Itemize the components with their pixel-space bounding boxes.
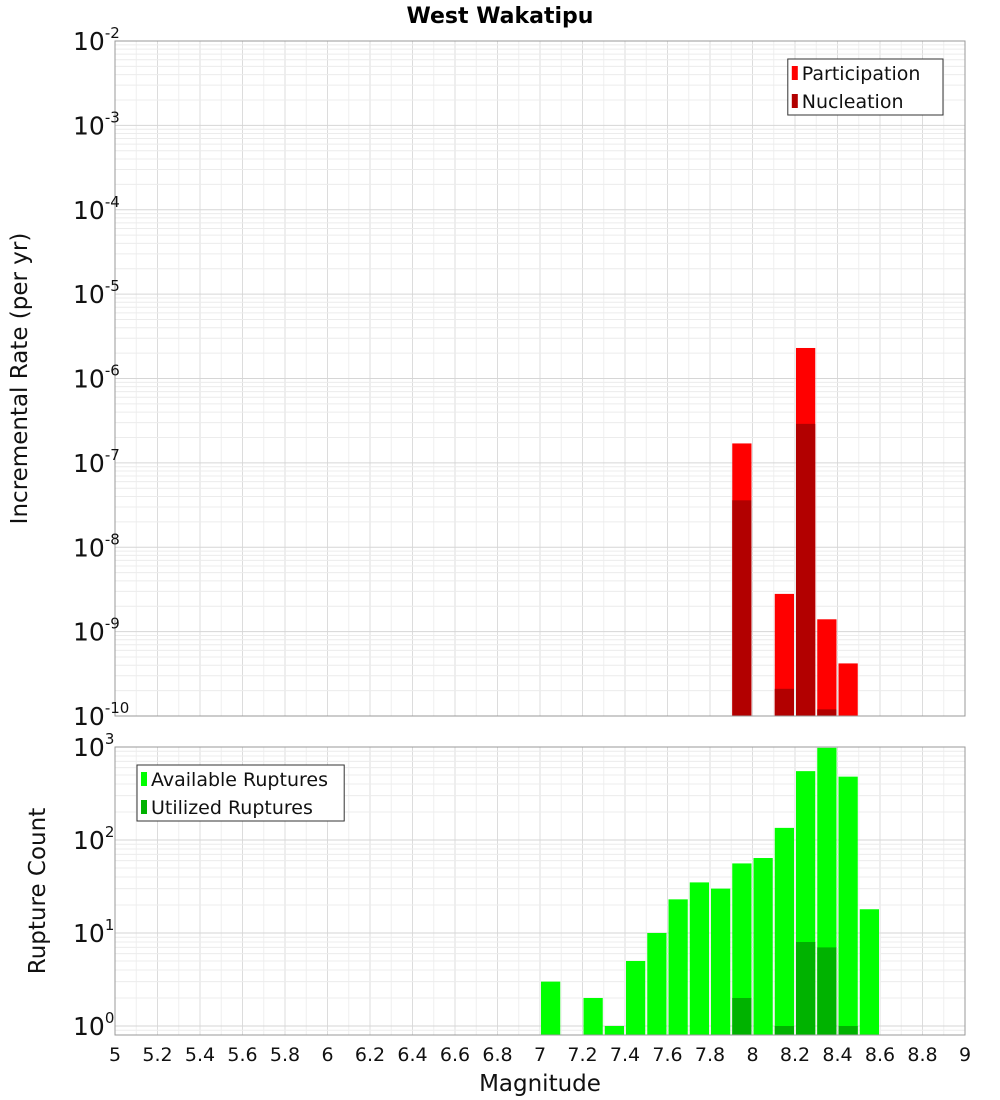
available-ruptures-bar — [711, 888, 731, 1035]
count-plot-panel: 100 101 102 103 5 5.2 5.4 5.6 5.8 6 6.2 6.4 6.6 6.8 7… — [25, 730, 971, 1097]
participation-legend-label: Participation — [802, 63, 921, 85]
utilized-ruptures-legend-label: Utilized Ruptures — [151, 797, 313, 819]
available-ruptures-bar — [838, 776, 858, 1035]
available-ruptures-bar — [859, 909, 879, 1035]
y-tick-label: 10-8 — [73, 530, 120, 562]
nucleation-bar — [732, 500, 752, 716]
x-tick-label: 6.8 — [482, 1044, 512, 1066]
available-ruptures-bar — [732, 863, 752, 1035]
y-tick-label: 10-4 — [73, 193, 120, 225]
x-tick-label: 6.6 — [440, 1044, 470, 1066]
y-tick-label: 10-7 — [73, 446, 120, 478]
utilized-ruptures-bar — [796, 942, 816, 1035]
x-tick-label: 8.4 — [822, 1044, 852, 1066]
x-axis-title: Magnitude — [479, 1071, 601, 1097]
available-ruptures-bar — [774, 827, 794, 1035]
available-ruptures-bar — [604, 1025, 624, 1035]
y-tick-label: 103 — [73, 730, 114, 762]
y-tick-label: 101 — [73, 916, 114, 948]
y-tick-label: 10-9 — [73, 615, 120, 647]
count-legend: Available Ruptures Utilized Ruptures — [136, 764, 345, 822]
x-tick-label: 8.8 — [907, 1044, 937, 1066]
utilized-ruptures-bar — [838, 1025, 858, 1035]
x-tick-label: 5.8 — [270, 1044, 300, 1066]
available-ruptures-bar — [647, 932, 667, 1035]
available-ruptures-legend-swatch — [141, 772, 147, 786]
nucleation-legend-swatch — [791, 94, 798, 108]
rate-plot-frame — [114, 40, 966, 717]
x-tick-label: 5 — [109, 1044, 121, 1066]
x-tick-label: 5.6 — [227, 1044, 257, 1066]
rate-plot-panel: 10-10 10-9 10-8 10-7 10-6 10-5 10-4 10-3 10-2 In… — [7, 24, 966, 731]
available-ruptures-legend-label: Available Ruptures — [151, 769, 328, 791]
x-tick-label: 8.2 — [780, 1044, 810, 1066]
x-tick-label: 7.2 — [567, 1044, 597, 1066]
count-y-axis-title: Rupture Count — [25, 808, 51, 974]
x-tick-label: 5.4 — [185, 1044, 215, 1066]
x-tick-label: 6.2 — [355, 1044, 385, 1066]
rate-plot-grid — [114, 40, 966, 717]
utilized-ruptures-bar — [732, 997, 752, 1035]
x-tick-label: 9 — [959, 1044, 971, 1066]
x-tick-label: 8 — [746, 1044, 758, 1066]
chart-title: West Wakatipu — [407, 4, 594, 29]
rate-plot-bars — [732, 347, 858, 716]
x-tick-label: 5.2 — [142, 1044, 172, 1066]
nucleation-bar — [817, 709, 837, 716]
nucleation-legend-label: Nucleation — [802, 91, 904, 113]
y-tick-label: 10-10 — [73, 699, 129, 731]
x-tick-label: 6 — [321, 1044, 333, 1066]
nucleation-bar — [796, 423, 816, 716]
count-y-ticks: 100 101 102 103 — [73, 730, 114, 1041]
available-ruptures-bar — [626, 960, 646, 1035]
nucleation-bar — [774, 688, 794, 716]
available-ruptures-bar — [753, 858, 773, 1035]
y-tick-label: 10-3 — [73, 108, 120, 140]
x-tick-label: 7 — [534, 1044, 546, 1066]
rate-legend: Participation Nucleation — [787, 58, 944, 116]
x-tick-label: 7.6 — [652, 1044, 682, 1066]
utilized-ruptures-bar — [817, 947, 837, 1035]
participation-bar — [774, 593, 794, 716]
legend-box — [787, 58, 944, 116]
y-tick-label: 10-6 — [73, 362, 120, 394]
y-tick-label: 10-2 — [73, 24, 120, 56]
y-tick-label: 10-5 — [73, 277, 120, 309]
participation-legend-swatch — [791, 66, 798, 80]
x-tick-label: 6.4 — [397, 1044, 427, 1066]
x-tick-label: 7.8 — [695, 1044, 725, 1066]
utilized-ruptures-legend-swatch — [141, 800, 147, 814]
participation-bar — [838, 663, 858, 716]
magnitude-x-ticks: 5 5.2 5.4 5.6 5.8 6 6.2 6.4 6.6 6.8 7 7.2 7.4 7.6 7.8 8… — [109, 1044, 971, 1066]
available-ruptures-bar — [583, 997, 603, 1035]
y-tick-label: 100 — [73, 1009, 114, 1041]
available-ruptures-bar — [668, 899, 688, 1035]
x-tick-label: 7.4 — [610, 1044, 640, 1066]
utilized-ruptures-bar — [774, 1025, 794, 1035]
rate-y-ticks: 10-10 10-9 10-8 10-7 10-6 10-5 10-4 10-3 10-2 — [73, 24, 129, 731]
rate-y-axis-title: Incremental Rate (per yr) — [7, 233, 33, 525]
legend-box — [136, 764, 345, 822]
count-plot-bars — [541, 747, 879, 1035]
y-tick-label: 102 — [73, 823, 114, 855]
count-plot-frame — [114, 746, 966, 1036]
participation-bar — [817, 619, 837, 716]
available-ruptures-bar — [541, 981, 561, 1035]
available-ruptures-bar — [689, 882, 709, 1035]
x-tick-label: 8.6 — [865, 1044, 895, 1066]
